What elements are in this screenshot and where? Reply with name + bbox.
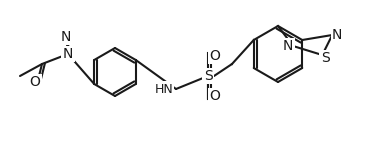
Text: N: N	[283, 39, 293, 53]
Text: O: O	[210, 49, 221, 63]
Text: O: O	[29, 75, 40, 89]
Text: N: N	[63, 47, 73, 61]
Text: O: O	[210, 89, 221, 103]
Text: N: N	[332, 28, 342, 42]
Text: S: S	[321, 51, 330, 65]
Text: HN: HN	[154, 83, 173, 95]
Text: S: S	[204, 69, 212, 83]
Text: N: N	[61, 30, 71, 44]
